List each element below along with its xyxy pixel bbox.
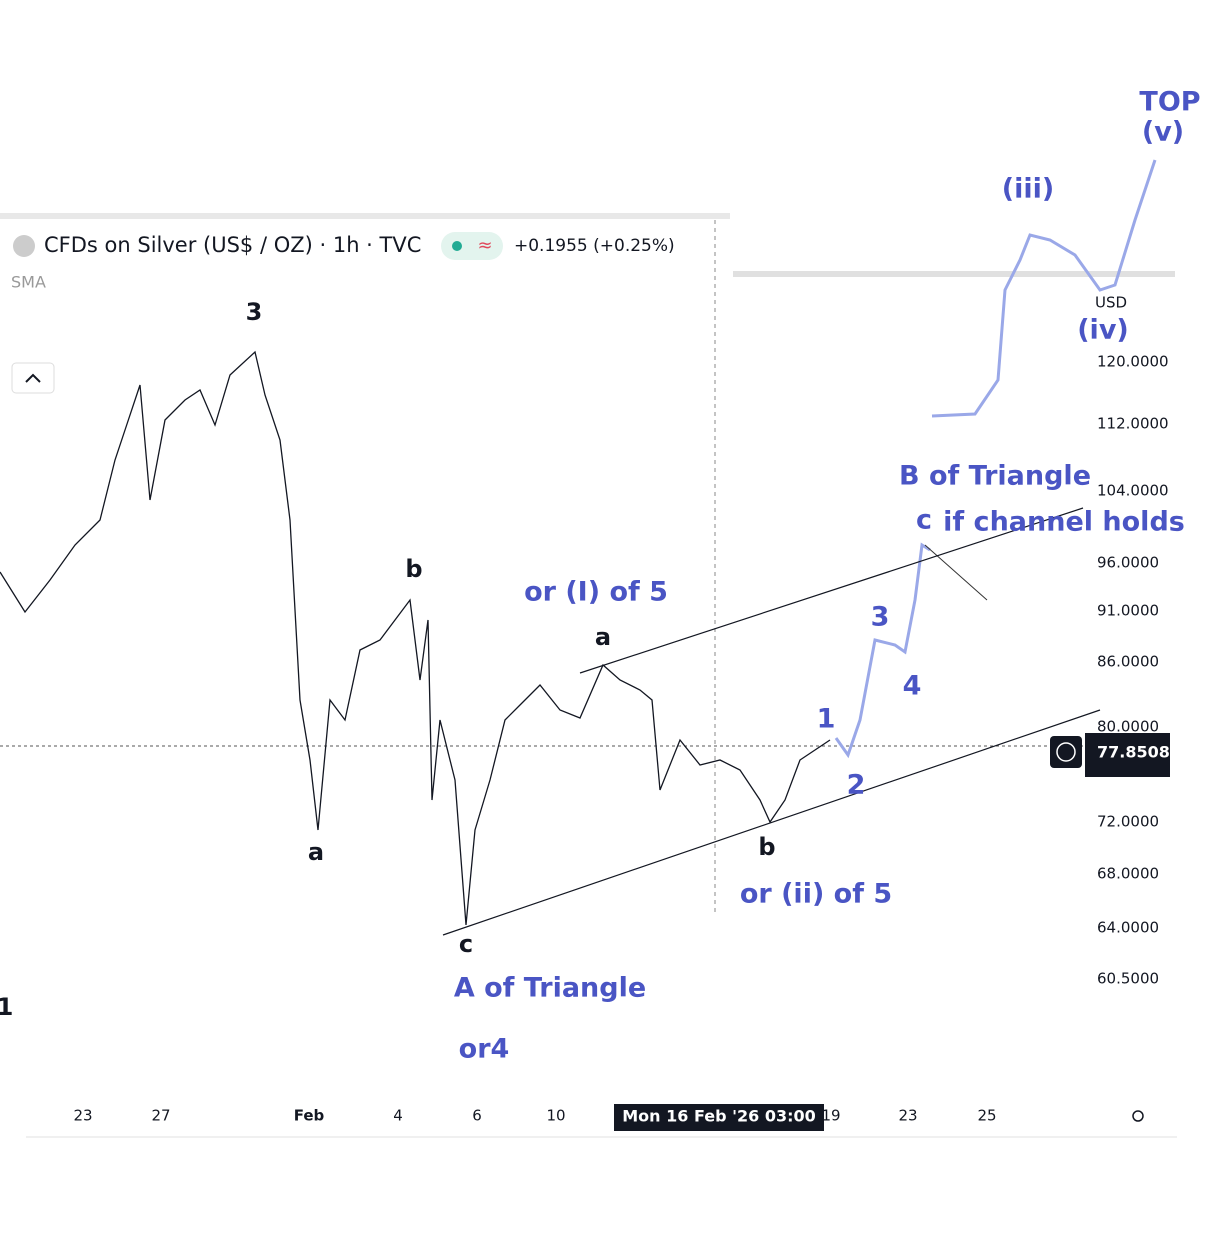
currency: USD <box>1095 294 1127 312</box>
time-tick-label: 19 <box>821 1107 840 1125</box>
wave-annotation: 3 <box>871 602 890 633</box>
collapse-button[interactable] <box>11 362 55 394</box>
price-line <box>0 350 831 926</box>
add-button[interactable] <box>1050 736 1082 768</box>
time-tick-label: Feb <box>294 1107 325 1125</box>
status-icon: ≈ <box>477 235 492 256</box>
symbol-title: CFDs on Silver (US$ / OZ) · 1h · TVC <box>44 233 421 257</box>
wave-annotation: A of Triangle <box>454 973 646 1004</box>
price-tick-label: 120.0000 <box>1097 353 1169 371</box>
projection-path <box>834 542 931 759</box>
wave-label: a <box>308 838 324 866</box>
wave-annotation: 1 <box>817 704 836 735</box>
wave-annotation: if channel holds <box>943 507 1185 538</box>
time-tick-label: 4 <box>393 1107 403 1125</box>
wave-annotation: B of Triangle <box>899 461 1091 492</box>
wave-annotation: or (ii) of 5 <box>740 879 892 910</box>
wave-annotation: (iii) <box>1002 174 1054 205</box>
price-tick-label: 86.0000 <box>1097 653 1159 671</box>
price-tick-label: 96.0000 <box>1097 554 1159 572</box>
wave-label: a <box>595 623 611 651</box>
projection-path <box>931 159 1157 418</box>
price-tick-label: 68.0000 <box>1097 865 1159 883</box>
channel-line <box>579 507 1084 674</box>
crosshair-time-box <box>614 1104 824 1131</box>
price-tick-label: 112.0000 <box>1097 415 1169 433</box>
price-tick-label: 72.0000 <box>1097 813 1159 831</box>
current-price: 77.8508 <box>1097 743 1170 762</box>
wave-annotation: 4 <box>903 671 922 702</box>
wave-annotation: (v) <box>1142 117 1184 148</box>
wave-annotation: or4 <box>459 1034 510 1065</box>
wave-annotation: or (I) of 5 <box>524 577 668 608</box>
time-tick-label: 23 <box>73 1107 92 1125</box>
top-band <box>0 213 730 219</box>
status-dot <box>452 241 462 251</box>
price-label-box <box>1085 733 1170 777</box>
crosshair-time: Mon 16 Feb '26 03:00 <box>622 1107 816 1126</box>
status-pill <box>441 232 503 260</box>
price-tick-label: 80.0000 <box>1097 718 1159 736</box>
change: +0.1955 (+0.25%) <box>514 236 675 256</box>
price-tick-label: 104.0000 <box>1097 482 1169 500</box>
symbol-icon <box>13 235 35 257</box>
price-tick-label: 60.5000 <box>1097 970 1159 988</box>
price-tick-label: 64.0000 <box>1097 919 1159 937</box>
time-tick-label: 6 <box>472 1107 482 1125</box>
wave-label: b <box>758 833 775 861</box>
wave-label: 3 <box>246 298 263 326</box>
wave-annotation: TOP <box>1139 87 1200 118</box>
time-tick-label: 10 <box>546 1107 565 1125</box>
chevron <box>25 373 41 383</box>
time-tick-label: 27 <box>151 1107 170 1125</box>
wave-annotation: c <box>916 505 932 536</box>
wave-label: 1 <box>0 993 13 1021</box>
indicator: SMA <box>11 273 46 292</box>
time-tick-label: 23 <box>898 1107 917 1125</box>
time-tick-label: 25 <box>977 1107 996 1125</box>
price-tick-label: 91.0000 <box>1097 602 1159 620</box>
wave-annotation: (iv) <box>1077 315 1129 346</box>
top-band <box>733 271 1175 277</box>
wave-annotation: 2 <box>847 770 866 801</box>
wave-label: c <box>459 930 473 958</box>
wave-label: b <box>405 555 422 583</box>
trend-line <box>924 544 988 601</box>
channel-line <box>442 709 1101 936</box>
settings-icon[interactable] <box>1132 1110 1144 1122</box>
plus-icon <box>1056 742 1076 762</box>
